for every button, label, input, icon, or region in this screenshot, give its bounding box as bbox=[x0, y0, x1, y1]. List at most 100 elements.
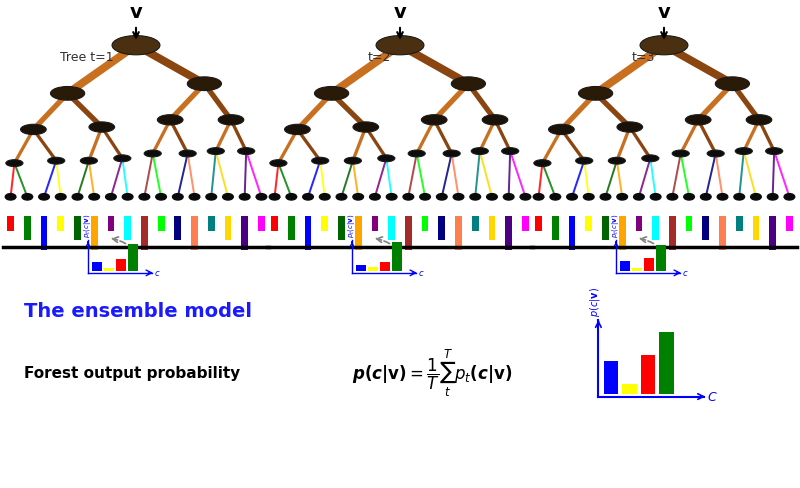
Circle shape bbox=[420, 194, 430, 201]
Text: $C$: $C$ bbox=[706, 390, 718, 404]
Ellipse shape bbox=[112, 37, 160, 56]
Bar bbox=[472, 217, 478, 231]
Bar bbox=[422, 217, 429, 231]
Bar bbox=[90, 217, 98, 250]
Circle shape bbox=[239, 194, 250, 201]
Bar bbox=[141, 217, 148, 250]
Bar bbox=[569, 217, 575, 250]
Circle shape bbox=[734, 194, 745, 201]
Circle shape bbox=[72, 194, 83, 201]
Circle shape bbox=[156, 194, 166, 201]
Circle shape bbox=[534, 194, 544, 201]
Ellipse shape bbox=[144, 151, 162, 158]
Circle shape bbox=[22, 194, 33, 201]
Text: $c$: $c$ bbox=[682, 269, 689, 278]
Bar bbox=[620, 261, 630, 272]
Circle shape bbox=[173, 194, 183, 201]
Ellipse shape bbox=[314, 87, 349, 101]
Ellipse shape bbox=[48, 158, 65, 165]
Bar bbox=[438, 217, 446, 241]
Bar bbox=[24, 217, 30, 241]
Ellipse shape bbox=[376, 37, 424, 56]
Circle shape bbox=[122, 194, 133, 201]
Ellipse shape bbox=[207, 148, 224, 155]
Text: $p_t(c|\mathbf{v})$: $p_t(c|\mathbf{v})$ bbox=[82, 213, 93, 237]
Circle shape bbox=[470, 194, 481, 201]
Ellipse shape bbox=[6, 161, 23, 167]
Ellipse shape bbox=[408, 151, 426, 158]
Bar bbox=[128, 244, 138, 272]
Text: $p(c|\mathbf{v})$: $p(c|\mathbf{v})$ bbox=[588, 286, 602, 316]
Ellipse shape bbox=[482, 116, 508, 126]
Bar bbox=[522, 217, 529, 231]
Bar bbox=[719, 217, 726, 250]
Bar bbox=[174, 217, 182, 241]
Circle shape bbox=[190, 194, 200, 201]
Circle shape bbox=[684, 194, 694, 201]
Circle shape bbox=[520, 194, 530, 201]
Text: $\mathbf{v}$: $\mathbf{v}$ bbox=[129, 3, 143, 22]
Circle shape bbox=[634, 194, 644, 201]
Bar bbox=[74, 217, 81, 241]
Bar bbox=[770, 217, 776, 250]
Ellipse shape bbox=[640, 37, 688, 56]
Circle shape bbox=[486, 194, 498, 201]
Circle shape bbox=[89, 194, 99, 201]
Ellipse shape bbox=[502, 148, 518, 155]
Ellipse shape bbox=[312, 158, 329, 165]
Circle shape bbox=[270, 194, 280, 201]
Bar bbox=[107, 217, 114, 231]
Circle shape bbox=[617, 194, 627, 201]
Bar bbox=[208, 217, 214, 231]
Circle shape bbox=[600, 194, 611, 201]
Circle shape bbox=[750, 194, 762, 201]
Bar bbox=[489, 217, 495, 241]
Circle shape bbox=[550, 194, 561, 201]
Ellipse shape bbox=[179, 151, 196, 158]
Bar bbox=[104, 269, 114, 272]
Ellipse shape bbox=[471, 148, 488, 155]
Bar bbox=[632, 268, 642, 272]
Bar bbox=[635, 217, 642, 231]
Bar bbox=[288, 217, 294, 241]
Bar bbox=[368, 267, 378, 272]
Circle shape bbox=[206, 194, 217, 201]
Bar bbox=[371, 217, 378, 231]
Circle shape bbox=[319, 194, 330, 201]
Ellipse shape bbox=[576, 158, 593, 165]
Text: The ensemble model: The ensemble model bbox=[24, 301, 252, 320]
Circle shape bbox=[286, 194, 297, 201]
Circle shape bbox=[403, 194, 414, 201]
Circle shape bbox=[55, 194, 66, 201]
Ellipse shape bbox=[707, 151, 724, 158]
Circle shape bbox=[650, 194, 661, 201]
Ellipse shape bbox=[617, 122, 642, 133]
Bar bbox=[659, 332, 674, 394]
Circle shape bbox=[566, 194, 578, 201]
Bar bbox=[604, 362, 618, 394]
Circle shape bbox=[583, 194, 594, 201]
Circle shape bbox=[256, 194, 266, 201]
Circle shape bbox=[222, 194, 234, 201]
Text: $c$: $c$ bbox=[418, 269, 425, 278]
Text: $\mathbf{v}$: $\mathbf{v}$ bbox=[393, 3, 407, 22]
Ellipse shape bbox=[285, 125, 310, 135]
Ellipse shape bbox=[686, 116, 711, 126]
Ellipse shape bbox=[187, 78, 222, 91]
Ellipse shape bbox=[114, 156, 131, 163]
Circle shape bbox=[667, 194, 678, 201]
Bar bbox=[124, 217, 131, 241]
Ellipse shape bbox=[89, 122, 114, 133]
Bar bbox=[786, 217, 793, 231]
Ellipse shape bbox=[80, 158, 98, 165]
Ellipse shape bbox=[534, 161, 551, 167]
Circle shape bbox=[139, 194, 150, 201]
Ellipse shape bbox=[608, 158, 626, 165]
Ellipse shape bbox=[21, 125, 46, 135]
Text: Forest output probability: Forest output probability bbox=[24, 365, 246, 380]
Circle shape bbox=[38, 194, 50, 201]
Bar bbox=[702, 217, 710, 241]
Bar bbox=[225, 217, 231, 241]
Bar bbox=[7, 217, 14, 231]
Circle shape bbox=[302, 194, 314, 201]
